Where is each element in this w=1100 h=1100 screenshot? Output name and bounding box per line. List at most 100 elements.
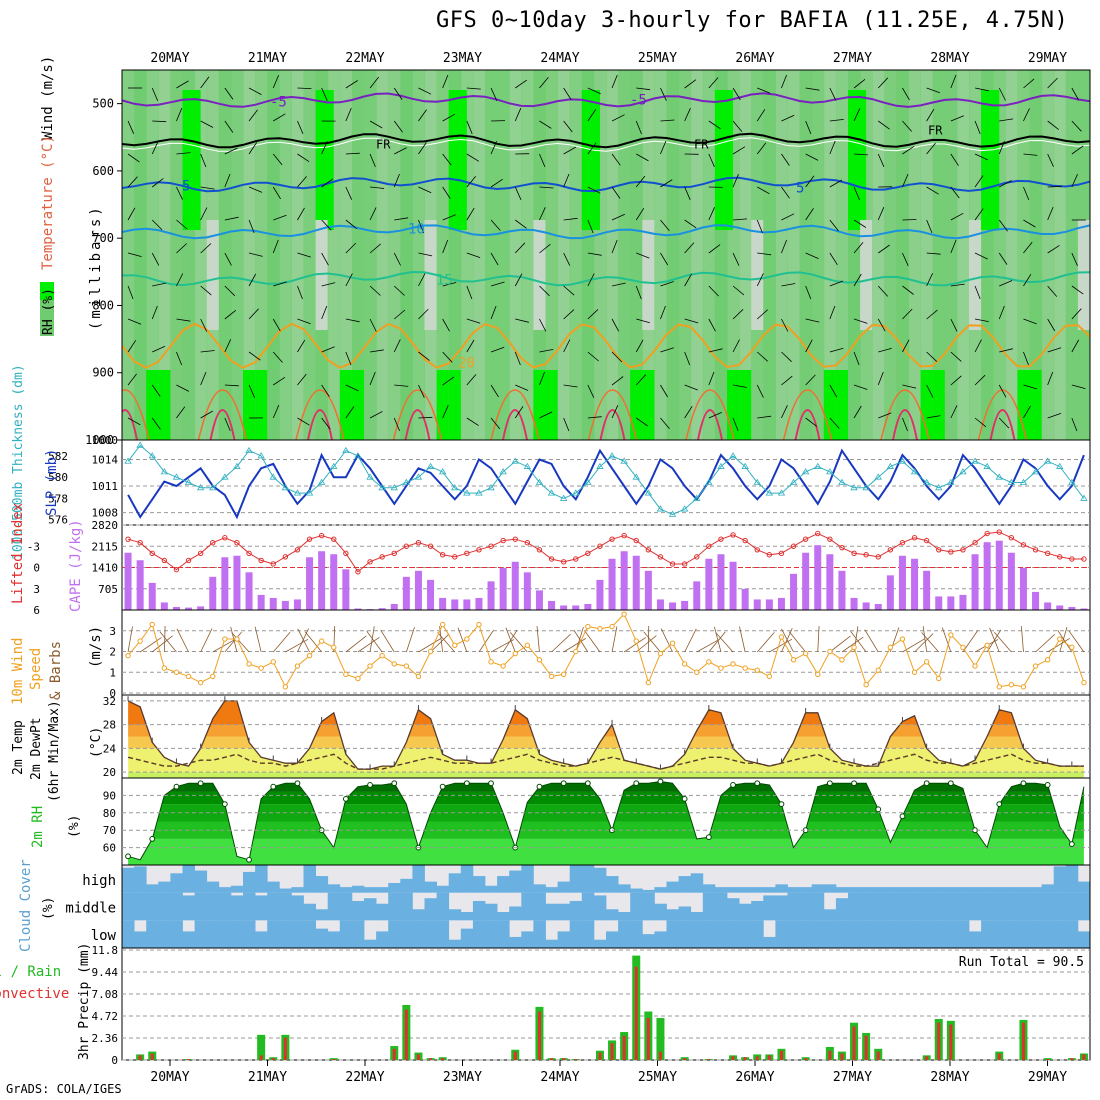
wind-speed-point	[222, 636, 228, 642]
wind-barb	[248, 273, 257, 287]
wind-barb	[708, 285, 719, 297]
rh-mid-column	[944, 70, 958, 440]
thickness-point	[656, 505, 665, 512]
cloud-bar-middle	[618, 912, 631, 921]
wind-barb	[563, 146, 576, 155]
wind-barb-10m	[405, 627, 415, 653]
cloud-bar-low	[436, 920, 450, 948]
wind-barb	[393, 339, 401, 353]
cloud-bar-middle	[1017, 892, 1030, 921]
cloud-bar-high	[146, 884, 159, 893]
cloud-bar-middle	[835, 898, 849, 921]
wind-barb	[490, 140, 497, 155]
ytick-label: 1000	[85, 433, 114, 447]
rh-point	[681, 795, 688, 802]
wind-speed-point	[137, 638, 143, 644]
wind-barb	[1047, 318, 1056, 332]
wind-barb	[854, 153, 869, 156]
wind-barb-10m	[1068, 630, 1085, 653]
temp-band	[128, 736, 1084, 749]
wind-speed-point	[439, 621, 446, 628]
cloud-bar-middle	[642, 892, 655, 921]
cloud-bar-low	[835, 920, 849, 948]
wind-barb	[999, 280, 1013, 287]
precip-conv-bar	[150, 1053, 154, 1060]
wind-barb	[926, 309, 938, 320]
cloud-bar-middle	[509, 906, 522, 921]
li-point	[996, 529, 1002, 535]
cloud-bar-low	[775, 920, 788, 948]
rh-high-patch	[1017, 370, 1030, 440]
cloud-bar-high	[400, 878, 413, 893]
cloud-bar-low	[751, 920, 764, 948]
wind-barb	[127, 318, 142, 325]
cloud-bar-middle	[1029, 892, 1042, 921]
wind-barb-10m	[708, 631, 726, 653]
wind-barb	[853, 384, 868, 390]
wind-barb	[974, 153, 988, 161]
wind-barb	[224, 309, 237, 320]
cloud-bar-high	[351, 885, 365, 893]
thickness-point	[693, 494, 701, 501]
cape-bar	[354, 608, 362, 610]
thickness-point	[644, 489, 653, 496]
wind-barb	[1047, 185, 1062, 188]
top-date-label: 22MAY	[345, 51, 384, 66]
wind-barb	[732, 339, 740, 353]
cape-bar	[293, 599, 301, 610]
wind-speed-point	[1020, 684, 1027, 690]
thickness-point	[886, 462, 895, 469]
rh-mid-column	[920, 70, 934, 440]
cape-bar	[185, 607, 193, 610]
cloud-bar-middle	[303, 903, 316, 921]
rh-mid-column	[1053, 70, 1067, 440]
thickness-point	[959, 468, 967, 475]
wind-barb	[635, 374, 646, 386]
wind-barb-10m	[623, 637, 646, 653]
wind-barb	[394, 147, 407, 155]
cape-bar	[402, 576, 410, 610]
thickness-point	[753, 478, 761, 485]
cloud-bar-high	[835, 887, 849, 893]
wind-barb	[1023, 405, 1031, 419]
wind-barb	[539, 349, 554, 353]
rh-light-patch	[533, 220, 546, 330]
thickness-point	[572, 489, 580, 496]
wind-barb	[514, 351, 521, 366]
wind-barb	[273, 281, 287, 287]
cloud-bar-high	[593, 867, 607, 893]
rh-high-patch	[448, 90, 467, 230]
wind-barb	[829, 252, 838, 266]
cape-bar	[705, 558, 713, 610]
temp-label-4: (°C)	[89, 727, 104, 758]
wind-barb-10m	[611, 626, 618, 653]
wind-barb	[345, 384, 359, 392]
cape-bar	[656, 599, 664, 610]
wind-barb	[490, 219, 501, 231]
wind-speed-point	[476, 621, 482, 628]
cape-bar	[342, 569, 350, 610]
cloud-bar-middle	[194, 892, 208, 921]
wind-barb-10m	[418, 638, 441, 653]
wind-barb	[151, 384, 161, 397]
thickness-point	[438, 468, 447, 475]
cloud-bar-middle	[896, 892, 909, 921]
wind-barb	[756, 219, 763, 234]
thickness-point	[233, 462, 241, 469]
wind-barb	[1047, 77, 1058, 89]
wind-barb	[224, 285, 236, 297]
rh-mid-column	[243, 70, 256, 440]
cloud-bar-high	[969, 887, 982, 893]
wind-barb	[176, 186, 183, 200]
precip-conv-bar	[610, 1043, 614, 1060]
wind-speed-point	[173, 669, 180, 675]
rh-mid-column	[835, 70, 849, 440]
rh-mid-column	[339, 70, 353, 440]
wind-speed-point	[573, 648, 579, 655]
cloud-bar-low	[388, 920, 401, 948]
wind-barb	[224, 173, 231, 188]
thickness-point	[148, 452, 156, 459]
wind-barb	[1047, 371, 1054, 386]
li-point	[524, 540, 531, 546]
cloud-bar-middle	[255, 895, 268, 921]
